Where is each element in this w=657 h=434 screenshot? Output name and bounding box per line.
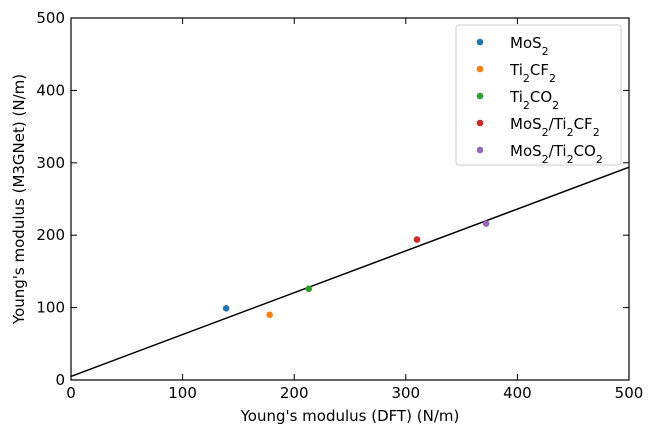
legend-label-4: MoS2/Ti2CO2: [510, 142, 603, 166]
x-tick-label-1: 100: [168, 384, 197, 402]
y-tick-label-3: 300: [36, 154, 65, 172]
legend-marker-1: [476, 65, 484, 73]
legend-marker-3: [476, 119, 484, 127]
axes: 0 100 200 300 400 500 0 100 200 300 400 500: [36, 9, 643, 402]
legend-label-0: MoS2: [510, 34, 549, 58]
y-tick-label-5: 500: [36, 9, 65, 27]
legend-marker-2: [476, 92, 484, 100]
legend-label-1: Ti2CF2: [509, 61, 556, 85]
fit-line: [71, 166, 629, 378]
x-tick-label-3: 300: [391, 384, 420, 402]
data-point-2-0: [305, 285, 313, 293]
legend-marker-4: [476, 146, 484, 154]
plot-area: [71, 166, 629, 378]
data-point-3-0: [413, 236, 421, 243]
legend-label-3: MoS2/Ti2CF2: [510, 115, 600, 139]
data-point-1-0: [266, 311, 273, 319]
x-tick-label-2: 200: [280, 384, 309, 402]
data-point-4-0: [482, 220, 490, 227]
x-tick-label-4: 400: [503, 384, 532, 402]
x-tick-label-0: 0: [66, 384, 76, 402]
y-tick-label-4: 400: [36, 81, 65, 99]
y-tick-label-2: 200: [36, 226, 65, 244]
legend-label-2: Ti2CO2: [509, 88, 559, 112]
x-tick-label-5: 500: [615, 384, 644, 402]
y-tick-label-1: 100: [36, 299, 65, 317]
legend-box: [455, 24, 622, 166]
plot-frame: [70, 17, 630, 381]
legend: MoS2 Ti2CF2 Ti2CO2 MoS2/Ti2CF2 MoS2/Ti2CO2: [455, 24, 622, 166]
x-axis-label: Young's modulus (DFT) (N/m): [240, 407, 460, 425]
legend-marker-0: [476, 38, 484, 46]
y-tick-label-0: 0: [55, 371, 65, 389]
data-point-0-0: [222, 305, 230, 312]
y-axis-label: Young's modulus (M3GNet) (N/m): [10, 74, 28, 325]
